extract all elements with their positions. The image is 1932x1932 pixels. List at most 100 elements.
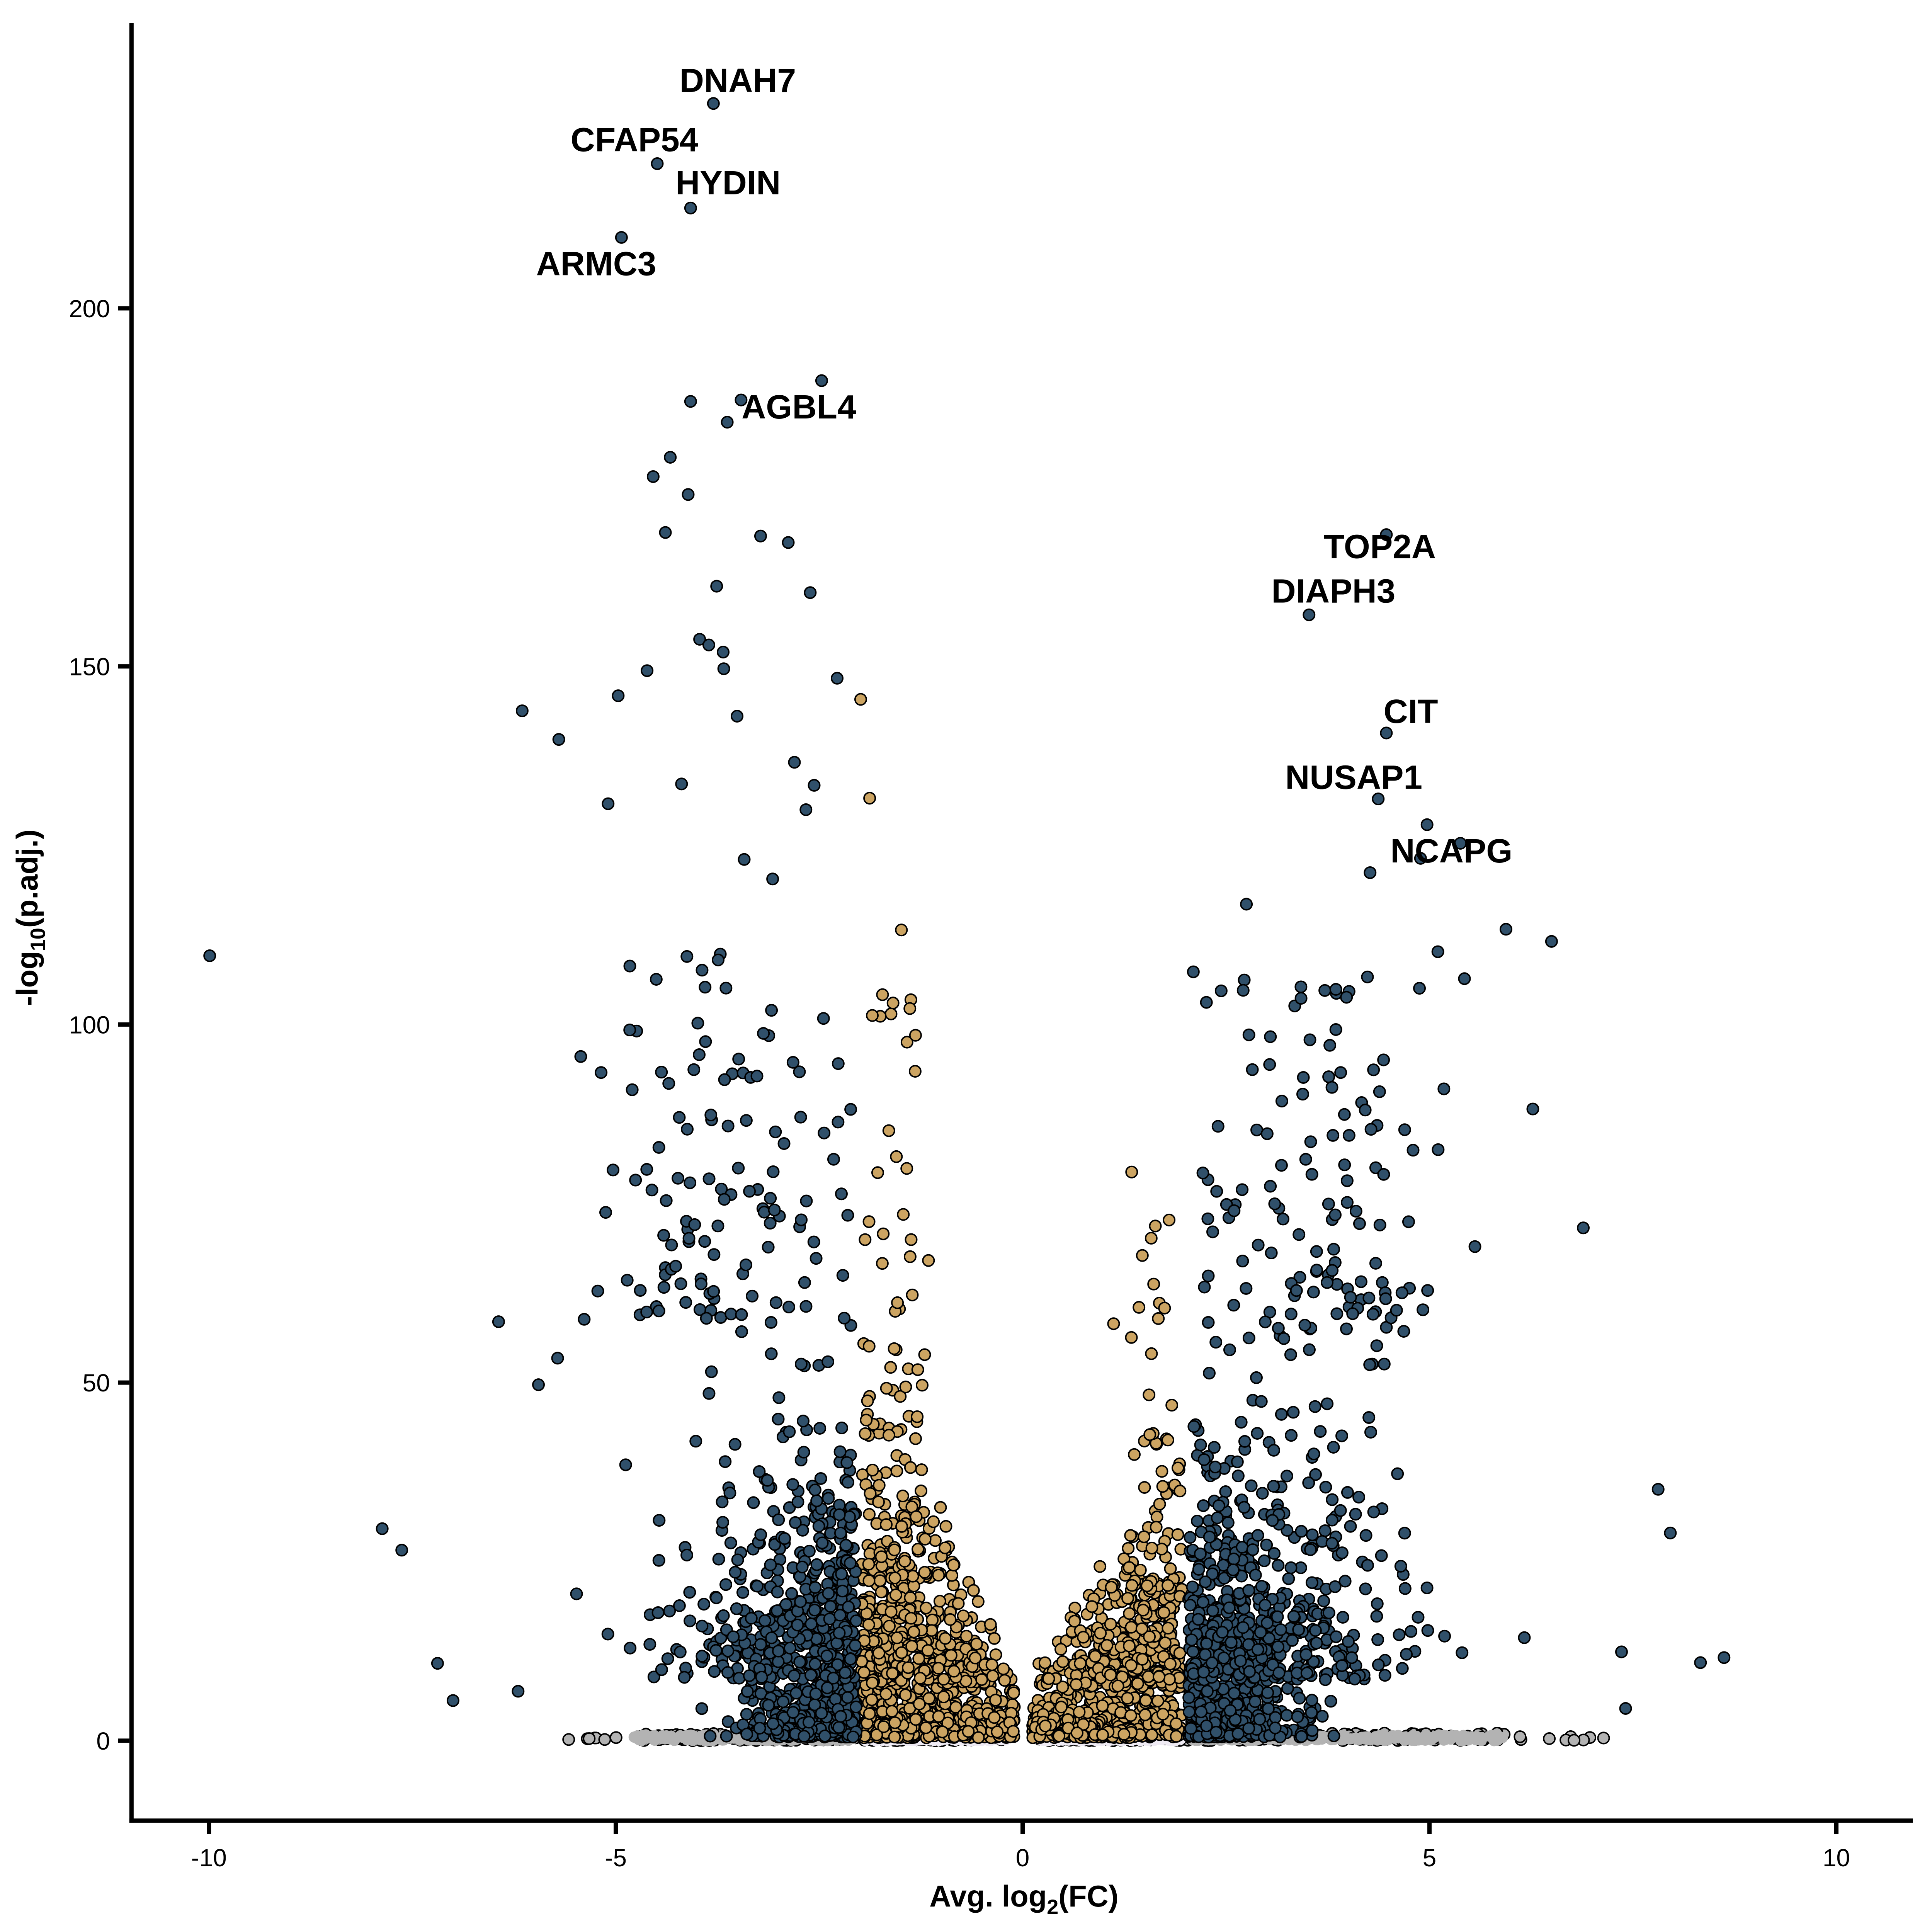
data-point-teal — [810, 1558, 823, 1571]
data-point-teal — [816, 1536, 829, 1549]
data-point-teal — [640, 1305, 653, 1318]
data-point-teal — [833, 1508, 846, 1521]
data-point-teal — [731, 1553, 744, 1566]
data-point-teal — [717, 1609, 730, 1622]
data-point-tan — [905, 1612, 918, 1625]
data-point-tan — [1162, 1579, 1174, 1592]
data-point-teal — [764, 1558, 777, 1571]
data-point-teal — [794, 1111, 807, 1124]
data-point-tan — [1105, 1581, 1118, 1594]
data-point-tan — [998, 1674, 1011, 1687]
scatter-points-layer — [203, 97, 1731, 1747]
data-point-teal — [1375, 1549, 1388, 1562]
data-point-teal — [1306, 1724, 1319, 1737]
data-point-teal — [838, 1311, 851, 1325]
data-point-teal — [707, 1285, 720, 1298]
data-point-tan — [1136, 1604, 1150, 1617]
data-point-tan — [1173, 1485, 1187, 1498]
data-point-teal — [824, 1600, 837, 1613]
data-point-tan — [862, 1574, 876, 1587]
data-point-teal — [762, 1241, 775, 1254]
data-point-tan — [907, 1625, 920, 1638]
data-point-tan — [873, 1574, 886, 1587]
data-point-teal — [743, 1185, 756, 1198]
data-point-teal — [724, 1536, 737, 1549]
data-point-teal — [808, 1657, 821, 1670]
data-point-tan — [863, 1707, 876, 1720]
data-point-tan — [882, 1429, 895, 1442]
data-point-teal — [766, 872, 779, 886]
data-point-tan — [1007, 1725, 1020, 1738]
data-point-teal — [842, 1476, 855, 1489]
data-point-tan — [933, 1595, 946, 1608]
data-point-teal — [758, 1206, 771, 1219]
data-point-tan — [972, 1731, 985, 1744]
data-point-tan — [891, 1296, 904, 1309]
data-point-tan — [859, 1233, 872, 1246]
data-point-teal — [679, 1296, 692, 1309]
data-point-teal — [800, 1194, 813, 1208]
data-point-teal — [788, 756, 801, 769]
data-point-teal — [687, 1063, 701, 1076]
data-point-teal — [1280, 1469, 1293, 1483]
data-point-gray — [668, 1732, 680, 1744]
data-point-teal — [1420, 1581, 1434, 1594]
data-point-tan — [891, 1631, 904, 1645]
data-point-teal — [694, 1277, 707, 1291]
data-point-tan — [1165, 1399, 1179, 1412]
data-point-teal — [849, 1639, 862, 1652]
data-point-teal — [717, 662, 730, 675]
data-point-tan — [901, 1661, 915, 1674]
data-point-teal — [1308, 1400, 1321, 1413]
data-point-gray — [1361, 1732, 1373, 1744]
data-point-tan — [866, 1676, 879, 1689]
data-point-tan — [888, 1716, 901, 1729]
data-point-tan — [911, 1363, 924, 1376]
data-point-teal — [793, 1065, 806, 1078]
data-point-tan — [1074, 1657, 1087, 1670]
data-point-tan — [862, 1618, 875, 1631]
data-point-teal — [731, 709, 744, 723]
data-point-tan — [1007, 1686, 1020, 1699]
data-point-teal — [808, 1483, 821, 1497]
data-point-teal — [1367, 1505, 1380, 1519]
data-point-tan — [1162, 1622, 1175, 1635]
data-point-tan — [871, 1166, 884, 1179]
data-point-tan — [1104, 1617, 1117, 1631]
data-point-teal — [1295, 1730, 1308, 1743]
data-point-tan — [1170, 1717, 1183, 1730]
data-point-tan — [1153, 1498, 1166, 1511]
data-point-teal — [650, 973, 663, 986]
data-point-tan — [939, 1520, 952, 1533]
data-point-teal — [643, 1638, 656, 1651]
data-point-teal — [840, 1456, 854, 1469]
data-point-tan — [1038, 1656, 1051, 1669]
data-point-teal — [688, 1218, 701, 1231]
data-point-teal — [810, 1252, 823, 1265]
data-point-tan — [1161, 1434, 1174, 1447]
data-point-teal — [790, 1687, 803, 1700]
data-point-teal — [735, 1325, 748, 1338]
data-point-tan — [859, 1427, 872, 1440]
data-point-teal — [1231, 1727, 1245, 1740]
data-point-teal — [833, 1445, 847, 1458]
data-point-tan — [883, 1619, 896, 1633]
data-point-tan — [897, 1208, 910, 1221]
data-point-tan — [906, 1288, 919, 1301]
data-point-teal — [574, 1050, 587, 1063]
data-point-teal — [743, 1669, 756, 1682]
data-point-teal — [804, 1617, 818, 1631]
data-point-teal — [570, 1587, 583, 1600]
data-point-tan — [969, 1651, 982, 1665]
data-point-tan — [1126, 1579, 1139, 1592]
data-point-tan — [898, 1554, 911, 1568]
data-point-tan — [916, 1379, 929, 1392]
data-point-tan — [1122, 1542, 1135, 1555]
data-point-tan — [1145, 1541, 1158, 1554]
data-point-tan — [903, 1250, 917, 1263]
data-point-tan — [1138, 1530, 1151, 1543]
data-point-tan — [984, 1618, 997, 1631]
data-point-teal — [795, 1213, 808, 1226]
data-point-tan — [1147, 1277, 1160, 1291]
data-point-tan — [1125, 1331, 1138, 1344]
